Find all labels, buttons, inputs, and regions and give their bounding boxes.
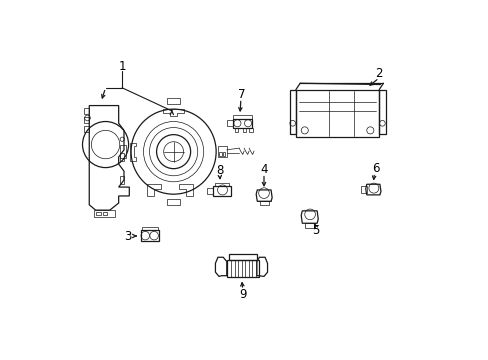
Bar bbox=[84, 126, 89, 132]
Bar bbox=[295, 90, 378, 138]
Bar bbox=[223, 152, 225, 156]
Text: 4: 4 bbox=[260, 163, 267, 176]
Bar bbox=[142, 227, 158, 230]
Text: 9: 9 bbox=[239, 288, 246, 301]
Bar bbox=[102, 212, 107, 215]
Bar bbox=[120, 153, 124, 161]
Bar bbox=[84, 108, 89, 114]
Bar bbox=[96, 212, 101, 215]
Bar bbox=[120, 176, 124, 184]
Text: 7: 7 bbox=[238, 88, 245, 101]
Bar bbox=[242, 127, 246, 132]
Bar bbox=[233, 116, 252, 119]
Text: 5: 5 bbox=[311, 224, 319, 237]
Text: 1: 1 bbox=[118, 60, 126, 73]
Bar bbox=[84, 117, 89, 123]
Bar bbox=[248, 127, 252, 132]
Bar bbox=[234, 127, 238, 132]
Bar bbox=[218, 146, 226, 157]
Text: 3: 3 bbox=[124, 230, 132, 243]
Bar bbox=[94, 210, 115, 217]
Text: 2: 2 bbox=[375, 67, 382, 80]
Bar bbox=[219, 152, 222, 156]
Text: 8: 8 bbox=[216, 163, 223, 176]
Text: 6: 6 bbox=[371, 162, 379, 175]
Bar bbox=[215, 183, 228, 186]
